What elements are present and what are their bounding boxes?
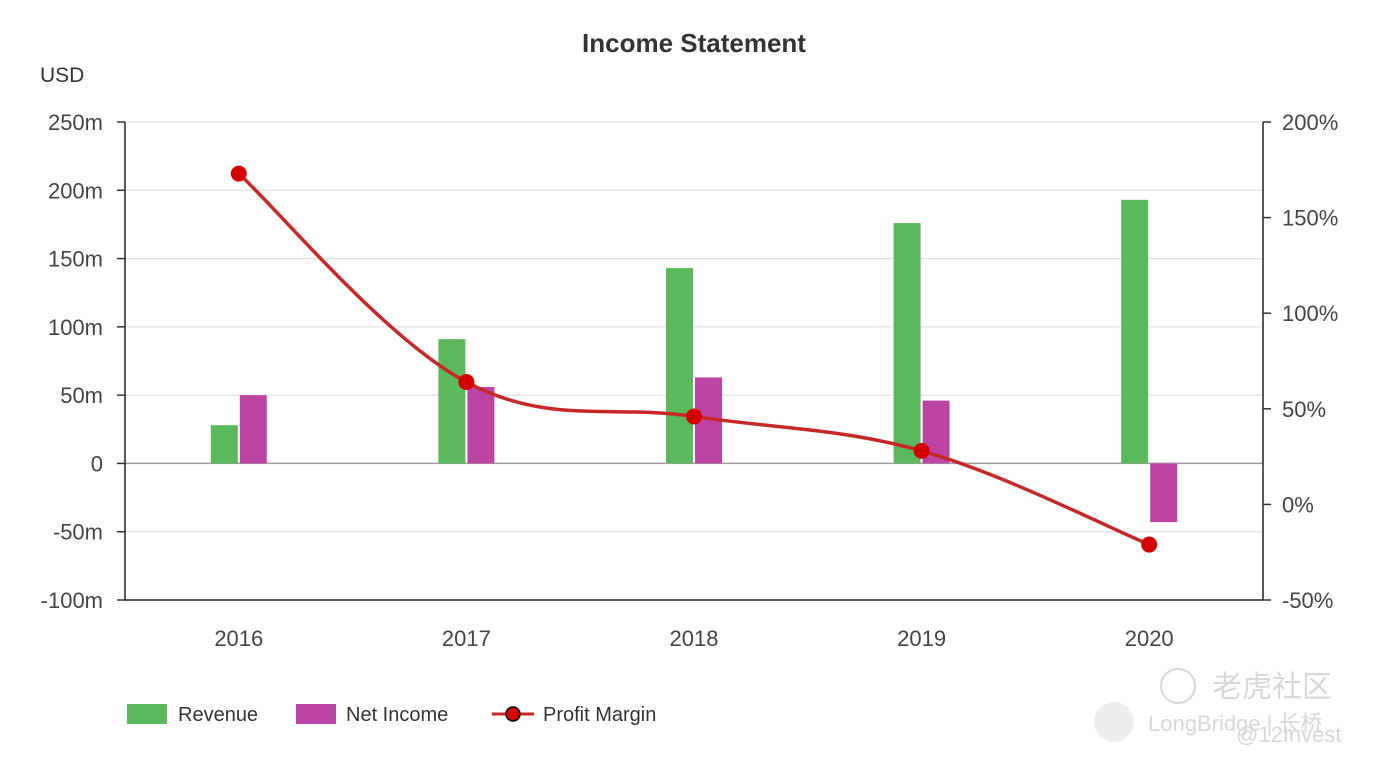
legend-label-revenue: Revenue <box>178 704 258 726</box>
watermark-text-3: @12Invest <box>1236 722 1342 747</box>
profit-margin-line <box>237 172 1150 547</box>
bar-revenue-2020 <box>1121 199 1149 464</box>
watermark-text-1: 老虎社区 <box>1212 671 1332 704</box>
y-axis-unit-label: USD <box>40 64 84 87</box>
watermark-logo-icon <box>1160 668 1196 704</box>
legend-swatch-profit-margin-marker <box>505 706 521 722</box>
profit-margin-series <box>230 165 1158 553</box>
legend-swatch-net-income <box>296 704 336 724</box>
left-tick-label: 50m <box>60 383 103 408</box>
left-tick-label: 150m <box>48 247 103 272</box>
watermark-text-2: LongBridge | 长桥 <box>1148 711 1322 736</box>
bar-net-income-2016 <box>239 395 267 464</box>
bar-net-income-2020 <box>1150 463 1178 523</box>
legend-label-profit-margin: Profit Margin <box>543 704 656 726</box>
left-tick-label: -50m <box>53 520 103 545</box>
watermark-logo-icon-2 <box>1094 702 1134 742</box>
left-tick-label: 200m <box>48 178 103 203</box>
x-tick-label: 2020 <box>1125 626 1174 651</box>
bar-revenue-2018 <box>666 268 693 464</box>
watermark: 老虎社区 LongBridge | 长桥 @12Invest <box>1094 668 1342 747</box>
right-tick-label: 200% <box>1282 110 1338 135</box>
profit-margin-point-2016 <box>230 165 247 182</box>
profit-margin-point-2019 <box>913 442 930 459</box>
right-tick-label: 50% <box>1282 397 1326 422</box>
bar-series <box>210 199 1178 523</box>
right-axis-ticks: 200% 150% 100% 50% 0% -50% <box>1263 110 1338 613</box>
x-tick-label: 2017 <box>442 626 491 651</box>
left-tick-label: 0 <box>91 451 103 476</box>
legend: Revenue Net Income Profit Margin <box>127 704 656 726</box>
profit-margin-point-2020 <box>1141 536 1158 553</box>
right-tick-label: 0% <box>1282 492 1314 517</box>
legend-label-net-income: Net Income <box>346 704 448 726</box>
bar-net-income-2017 <box>467 386 495 464</box>
x-tick-label: 2016 <box>214 626 263 651</box>
chart-title: Income Statement <box>582 28 806 58</box>
profit-margin-point-2017 <box>458 374 475 391</box>
x-axis-ticks: 2016 2017 2018 2019 2020 <box>214 626 1173 651</box>
axes <box>124 122 1264 601</box>
profit-margin-point-2018 <box>686 408 702 425</box>
right-tick-label: 100% <box>1282 301 1338 326</box>
bar-revenue-2017 <box>438 339 466 464</box>
left-axis-ticks: 250m 200m 150m 100m 50m 0 -50m -100m <box>41 110 125 613</box>
left-tick-label: 100m <box>48 315 103 340</box>
bar-revenue-2019 <box>893 223 921 464</box>
right-tick-label: 150% <box>1282 206 1338 231</box>
bar-revenue-2016 <box>210 425 238 464</box>
gridlines <box>125 121 1263 533</box>
x-tick-label: 2019 <box>897 626 946 651</box>
legend-swatch-revenue <box>127 704 167 724</box>
left-tick-label: 250m <box>48 110 103 135</box>
x-tick-label: 2018 <box>670 626 719 651</box>
right-tick-label: -50% <box>1282 588 1333 613</box>
left-tick-label: -100m <box>41 588 103 613</box>
